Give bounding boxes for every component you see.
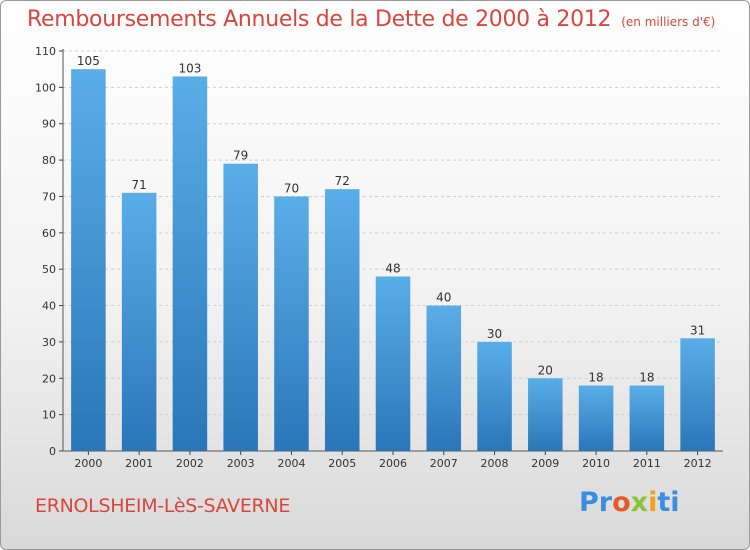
data-label: 79 [233,149,248,163]
x-tick-label: 2007 [430,457,458,470]
data-label: 103 [178,61,201,75]
logo-part: x [630,487,649,518]
bar [528,378,563,451]
bar [121,192,157,451]
y-tick-label: 0 [49,445,56,458]
bar [375,276,411,451]
data-label: 40 [436,291,451,305]
chart-title: Remboursements Annuels de la Dette de 20… [27,7,612,32]
y-tick-label: 20 [42,372,56,385]
x-tick-label: 2001 [125,457,153,470]
x-tick-label: 2004 [277,457,305,470]
y-tick-label: 70 [42,190,56,203]
data-label: 31 [690,323,705,337]
y-tick-label: 60 [42,227,56,240]
logo-part: ti [657,487,680,518]
y-tick-labels: 0 10 20 30 40 50 60 70 80 90 100 110 [35,45,56,458]
data-label: 18 [588,371,603,385]
bar [477,341,512,451]
x-tick-label: 2011 [633,457,661,470]
chart-subtitle: (en milliers d'€) [621,15,716,29]
data-label: 30 [487,327,502,341]
y-tick-label: 40 [42,300,56,313]
y-tick-label: 100 [35,81,56,94]
bar [680,338,715,451]
x-tick-label: 2005 [328,457,356,470]
x-tick-label: 2012 [684,457,712,470]
x-tick-label: 2008 [481,457,509,470]
bars [71,69,715,452]
bar [578,385,614,451]
logo-part: Pr [579,487,613,518]
data-label: 48 [385,261,400,275]
chart-header: Remboursements Annuels de la Dette de 20… [27,7,715,32]
x-tick-label: 2006 [379,457,407,470]
data-label: 18 [639,371,654,385]
proxiti-logo: Proxiti [579,487,680,518]
bar [426,305,462,451]
bar [324,189,360,451]
y-tick-label: 50 [42,263,56,276]
x-tick-label: 2003 [227,457,255,470]
data-label: 105 [77,54,100,68]
bar [274,196,309,451]
data-labels: 105 71 103 79 70 72 48 40 30 20 18 18 31 [77,54,705,384]
bar [71,69,106,451]
y-tick-label: 110 [35,45,56,58]
data-label: 71 [132,178,147,192]
x-tick-label: 2002 [176,457,204,470]
bar [629,385,665,451]
y-tick-label: 90 [42,118,56,131]
data-label: 72 [335,174,350,188]
commune-name: ERNOLSHEIM-LèS-SAVERNE [35,495,291,517]
y-tick-label: 10 [42,409,56,422]
y-tick-label: 80 [42,154,56,167]
y-tick-label: 30 [42,336,56,349]
logo-part: o [612,487,631,518]
bar [223,163,258,451]
x-tick-labels: 2000 2001 2002 2003 2004 2005 2006 2007 2008 2009… [74,451,712,470]
x-tick-label: 2010 [582,457,610,470]
data-label: 70 [284,181,299,195]
x-tick-label: 2009 [531,457,559,470]
logo-part: i [648,487,658,518]
bar [172,76,208,452]
x-tick-label: 2000 [74,457,102,470]
data-label: 20 [538,363,553,377]
